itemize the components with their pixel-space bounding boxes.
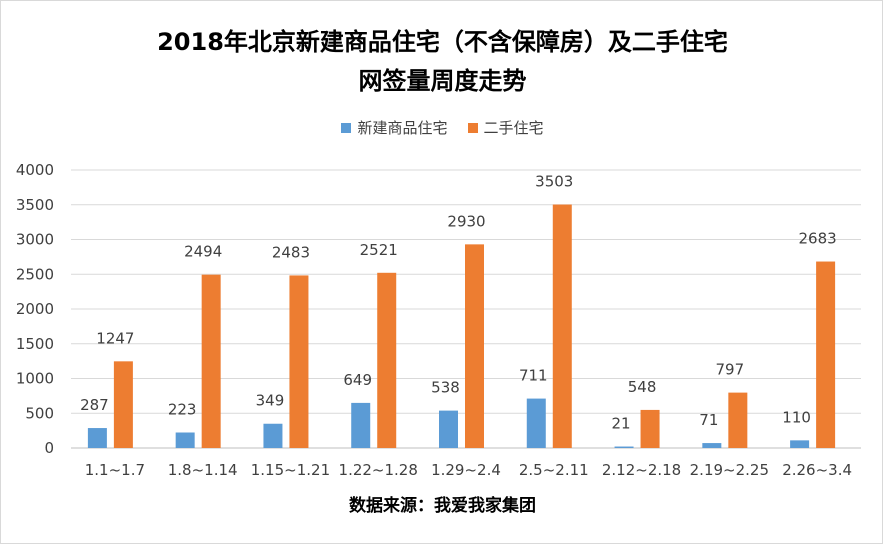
legend: 新建商品住宅 二手住宅 — [1, 117, 883, 138]
legend-swatch-new — [341, 122, 352, 133]
bar-new — [614, 446, 634, 448]
chart-title-line1: 2018年北京新建商品住宅（不含保障房）及二手住宅 — [157, 28, 728, 56]
bar-second — [465, 244, 484, 448]
data-label-second: 1247 — [96, 329, 134, 347]
bar-new — [439, 410, 458, 448]
data-label-second: 3503 — [535, 173, 573, 191]
data-label-second: 2483 — [272, 243, 310, 261]
legend-label-second: 二手住宅 — [483, 119, 544, 137]
data-label-second: 2494 — [184, 243, 222, 261]
data-label-new: 649 — [343, 371, 372, 389]
y-tick-label: 500 — [25, 404, 54, 422]
data-label-new: 287 — [80, 396, 109, 414]
chart-title-line2: 网签量周度走势 — [358, 67, 527, 95]
bar-second — [201, 274, 221, 448]
x-tick-label: 2.12~2.18 — [602, 461, 681, 479]
x-tick-label: 2.5~2.11 — [519, 461, 589, 479]
x-tick-label: 1.22~1.28 — [339, 461, 418, 479]
data-label-second: 2930 — [447, 212, 485, 230]
source-note: 数据来源：我爱我家集团 — [349, 496, 536, 516]
bar-new — [526, 398, 546, 448]
x-tick-label: 1.8~1.14 — [168, 461, 238, 479]
y-tick-label: 0 — [44, 439, 54, 457]
x-tick-label: 1.29~2.4 — [431, 461, 501, 479]
bar-second — [113, 361, 133, 448]
legend-label-new: 新建商品住宅 — [357, 119, 448, 137]
data-label-second: 797 — [716, 361, 745, 379]
bar-second — [728, 392, 748, 448]
legend-swatch-second — [467, 122, 478, 133]
data-label-new: 538 — [431, 379, 460, 397]
bar-second — [289, 275, 309, 448]
bar-second — [816, 261, 836, 448]
y-tick-label: 3000 — [16, 231, 54, 249]
x-tick-label: 1.1~1.7 — [85, 461, 145, 479]
data-label-new: 71 — [699, 411, 718, 429]
bar-second — [552, 204, 572, 448]
bar-new — [790, 440, 810, 448]
y-tick-label: 2500 — [16, 265, 54, 283]
bar-new — [175, 432, 195, 448]
legend-item-new: 新建商品住宅 — [341, 117, 448, 138]
bar-new — [87, 428, 107, 448]
bar-new — [702, 443, 722, 448]
y-tick-label: 2000 — [16, 300, 54, 318]
data-label-new: 223 — [168, 401, 197, 419]
data-label-new: 711 — [519, 367, 548, 385]
y-tick-label: 3500 — [16, 196, 54, 214]
legend-item-second: 二手住宅 — [467, 117, 544, 138]
y-tick-label: 4000 — [16, 161, 54, 179]
data-label-second: 2683 — [799, 230, 837, 248]
data-label-new: 21 — [612, 415, 631, 433]
bar-second — [640, 409, 660, 448]
y-tick-label: 1000 — [16, 370, 54, 388]
x-tick-label: 1.15~1.21 — [251, 461, 330, 479]
bar-new — [351, 402, 371, 448]
data-label-second: 2521 — [360, 241, 398, 259]
data-label-new: 349 — [256, 392, 285, 410]
bar-second — [377, 272, 397, 448]
x-tick-label: 2.19~2.25 — [690, 461, 769, 479]
x-tick-label: 2.26~3.4 — [782, 461, 852, 479]
data-label-new: 110 — [782, 408, 811, 426]
data-label-second: 548 — [628, 378, 657, 396]
y-tick-label: 1500 — [16, 335, 54, 353]
bar-new — [263, 423, 283, 448]
